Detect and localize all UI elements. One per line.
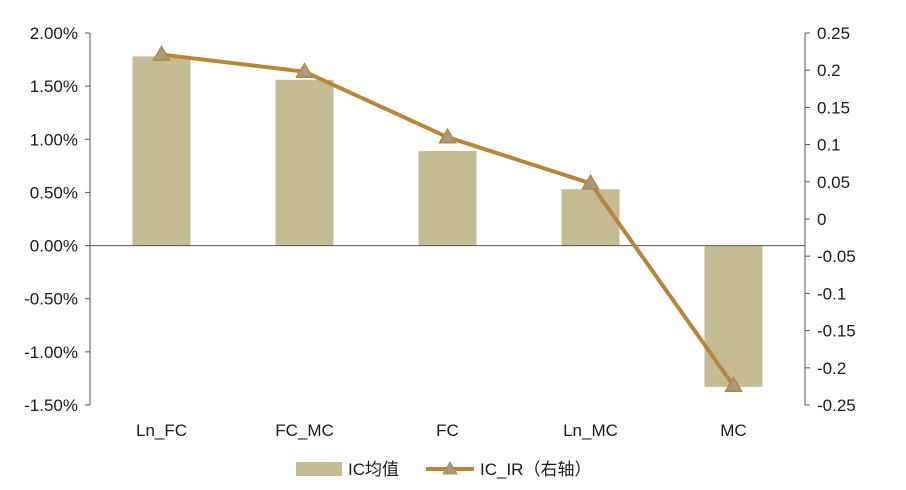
marker-fc xyxy=(438,127,457,144)
right-tick-label: -0.1 xyxy=(817,284,846,303)
category-label: Ln_FC xyxy=(136,421,187,440)
right-tick-label: 0.25 xyxy=(817,24,850,43)
left-tick-label: -0.50% xyxy=(24,290,78,309)
right-tick-label: -0.05 xyxy=(817,247,856,266)
left-tick-label: 2.00% xyxy=(30,24,78,43)
marker-fc-mc xyxy=(295,62,314,79)
legend: IC均值 IC_IR（右轴） xyxy=(296,460,591,479)
left-axis: 2.00% 1.50% 1.00% 0.50% 0.00% -0.50% -1.00% -1.… xyxy=(24,24,91,415)
legend-label-ic-ir: IC_IR（右轴） xyxy=(480,460,591,479)
right-tick-label: 0 xyxy=(817,210,826,229)
right-tick-label: -0.2 xyxy=(817,359,846,378)
marker-ln-mc xyxy=(581,173,600,190)
category-labels: Ln_FC FC_MC FC Ln_MC MC xyxy=(136,421,747,440)
right-axis: 0.25 0.2 0.15 0.1 0.05 0 -0.05 -0.1 -0.15 -0.2 -0.… xyxy=(804,24,856,415)
right-tick-label: 0.15 xyxy=(817,98,850,117)
right-tick-label: 0.2 xyxy=(817,61,841,80)
category-label: Ln_MC xyxy=(563,421,618,440)
legend-label-ic-mean: IC均值 xyxy=(348,460,399,479)
right-tick-label: -0.25 xyxy=(817,396,856,415)
right-tick-label: 0.05 xyxy=(817,173,850,192)
legend-marker xyxy=(442,461,458,475)
left-tick-label: 1.00% xyxy=(30,130,78,149)
category-label: FC_MC xyxy=(275,421,334,440)
line-series xyxy=(152,45,743,393)
bar-series xyxy=(132,56,763,387)
legend-swatch-bar xyxy=(296,462,342,476)
right-tick-label: -0.15 xyxy=(817,322,856,341)
left-tick-label: -1.50% xyxy=(24,396,78,415)
left-tick-label: 0.00% xyxy=(30,237,78,256)
category-label: MC xyxy=(720,421,746,440)
marker-ln-fc xyxy=(152,45,171,61)
bar-ln-mc xyxy=(561,189,620,246)
bar-fc-mc xyxy=(275,79,334,246)
bar-mc xyxy=(704,245,763,387)
left-tick-label: -1.00% xyxy=(24,343,78,362)
category-label: FC xyxy=(436,421,459,440)
bar-fc xyxy=(418,150,477,246)
left-tick-label: 1.50% xyxy=(30,77,78,96)
bar-ln-fc xyxy=(132,56,191,246)
marker-mc xyxy=(724,376,743,393)
left-tick-label: 0.50% xyxy=(30,183,78,202)
right-tick-label: 0.1 xyxy=(817,136,841,155)
